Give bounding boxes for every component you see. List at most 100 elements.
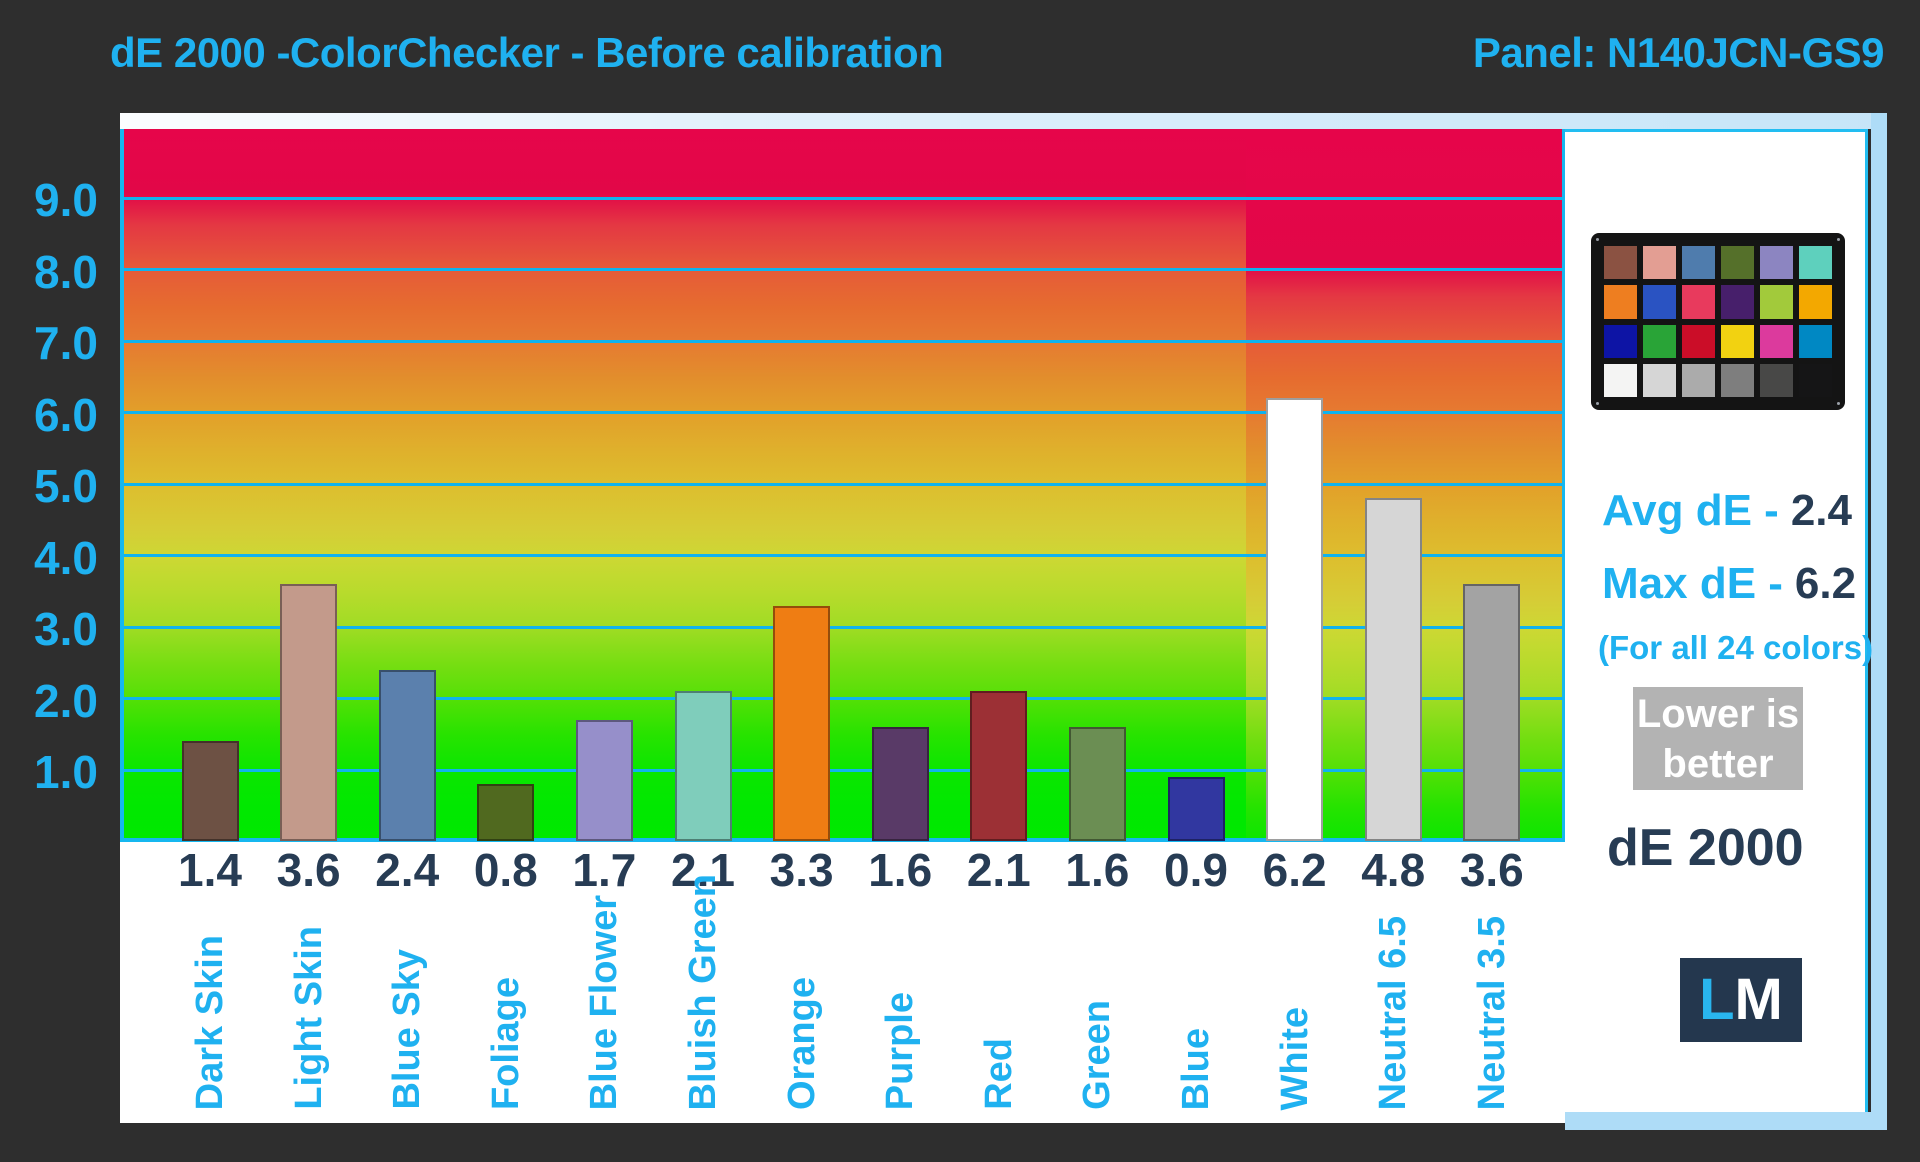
- max-de-value: 6.2: [1794, 559, 1857, 608]
- bar-bluish-green: [674, 691, 732, 842]
- panel-model-label: Panel: N140JCN-GS9: [1472, 29, 1885, 76]
- max-de-label: Max dE -: [1602, 559, 1783, 608]
- frame-bottom-band: [1565, 1112, 1887, 1130]
- value-label: 1.4: [178, 844, 242, 896]
- value-label: 4.8: [1361, 844, 1426, 896]
- category-label: White: [1273, 1006, 1316, 1110]
- avg-de-label: Avg dE -: [1602, 486, 1779, 535]
- gridline-6.0: [120, 411, 1565, 414]
- color-patch-4: [1721, 246, 1754, 280]
- color-patch-17: [1760, 324, 1793, 358]
- color-patch-24: [1799, 363, 1832, 397]
- y-axis-label-4.0: 4.0: [34, 531, 98, 584]
- bar-red: [970, 691, 1028, 842]
- value-label: 2.1: [671, 844, 735, 896]
- color-patch-21: [1682, 363, 1715, 397]
- card-corner-mark: [1596, 402, 1599, 405]
- avg-de-value: 2.4: [1790, 486, 1852, 535]
- category-label: Bluish Green: [682, 873, 724, 1111]
- y-axis-label-7.0: 7.0: [34, 317, 98, 369]
- color-patch-12: [1799, 285, 1832, 319]
- value-label: 1.7: [572, 844, 637, 896]
- colorchecker-card-image: [1591, 233, 1845, 410]
- frame-right-band: [1871, 113, 1887, 1130]
- category-label: Red: [977, 1038, 1020, 1110]
- category-label: Green: [1076, 1000, 1119, 1110]
- plot-right-border: [1562, 129, 1565, 842]
- y-axis-label-5.0: 5.0: [34, 460, 98, 512]
- gridline-8.0: [120, 268, 1565, 271]
- card-corner-mark: [1837, 402, 1840, 405]
- category-label: Dark Skin: [189, 934, 231, 1110]
- color-patch-20: [1643, 363, 1676, 397]
- y-axis-label-9.0: 9.0: [34, 174, 98, 226]
- max-de-row: Max dE -6.2: [1602, 559, 1856, 609]
- bar-dark-skin: [181, 741, 239, 842]
- bar-blue-sky: [378, 669, 436, 842]
- plot-area: [120, 129, 1565, 842]
- value-label: 2.4: [375, 844, 440, 896]
- bar-foliage: [477, 784, 535, 842]
- value-label: 3.6: [1459, 844, 1524, 896]
- color-patch-8: [1643, 285, 1676, 319]
- bar-purple: [871, 727, 929, 842]
- lower-is-better-line2: better: [1662, 741, 1774, 786]
- category-label: Neutral 6.5: [1372, 915, 1415, 1110]
- color-patch-19: [1604, 363, 1637, 397]
- color-patch-14: [1643, 324, 1676, 358]
- category-label: Blue Sky: [386, 949, 429, 1110]
- value-label: 6.2: [1262, 844, 1327, 896]
- bar-neutral-6-5: [1364, 498, 1422, 842]
- plot-left-border: [120, 129, 124, 842]
- gridline-1.0: [120, 768, 1565, 772]
- value-label: 0.9: [1164, 844, 1228, 896]
- plot-bottom-border: [120, 838, 1565, 842]
- color-patch-7: [1604, 285, 1637, 319]
- category-label: Purple: [879, 991, 922, 1110]
- bar-neutral-3-5: [1463, 584, 1521, 842]
- lower-is-better-badge: Lower is better: [1633, 687, 1803, 790]
- color-patch-9: [1682, 285, 1715, 319]
- frame-top-band: [120, 113, 1887, 129]
- all-colors-note: (For all 24 colors): [1598, 629, 1874, 666]
- logo-letter-l: L: [1699, 967, 1735, 1032]
- lower-is-better-line1: Lower is: [1636, 691, 1800, 736]
- category-label: Foliage: [484, 976, 527, 1110]
- y-axis-label-1.0: 1.0: [34, 746, 98, 798]
- card-corner-mark: [1596, 238, 1599, 241]
- color-patch-11: [1760, 285, 1793, 319]
- gridline-3.0: [120, 625, 1565, 629]
- de2000-caption: dE 2000: [1607, 819, 1804, 877]
- y-axis-label-6.0: 6.0: [34, 388, 98, 441]
- y-axis-label-8.0: 8.0: [34, 245, 98, 298]
- card-corner-mark: [1837, 238, 1840, 241]
- gridline-4.0: [120, 554, 1565, 557]
- y-axis-label-3.0: 3.0: [34, 603, 98, 655]
- gridline-7.0: [120, 339, 1565, 343]
- color-patch-22: [1721, 363, 1754, 397]
- color-patch-2: [1643, 246, 1676, 280]
- color-patch-16: [1721, 324, 1754, 358]
- bar-orange: [773, 605, 831, 842]
- color-patch-18: [1799, 324, 1832, 358]
- category-label: Blue: [1175, 1027, 1217, 1110]
- value-label: 1.6: [1065, 844, 1130, 896]
- color-patch-23: [1760, 363, 1793, 397]
- chart-title: dE 2000 -ColorChecker - Before calibrati…: [110, 29, 944, 76]
- category-label: Neutral 3.5: [1470, 915, 1513, 1110]
- color-patch-1: [1604, 246, 1637, 280]
- gridline-9.0: [120, 196, 1565, 200]
- category-label: Orange: [780, 976, 823, 1110]
- bar-white: [1266, 398, 1324, 842]
- bar-light-skin: [280, 584, 338, 842]
- logo-letter-m: M: [1734, 967, 1783, 1032]
- color-patch-6: [1799, 246, 1832, 280]
- color-patch-3: [1682, 246, 1715, 280]
- value-label: 0.8: [473, 844, 538, 896]
- value-label: 2.1: [966, 844, 1031, 896]
- avg-de-row: Avg dE -2.4: [1602, 486, 1852, 536]
- color-patch-15: [1682, 324, 1715, 358]
- color-patch-13: [1604, 324, 1637, 358]
- color-patch-5: [1760, 246, 1793, 280]
